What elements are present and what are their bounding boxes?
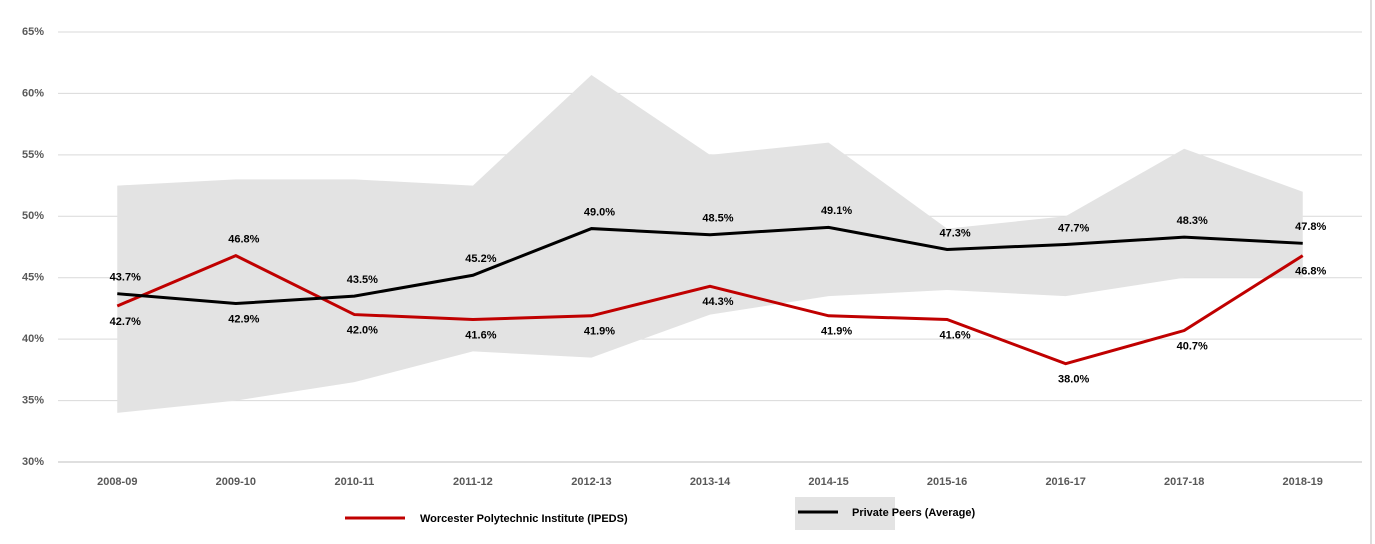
y-tick-label: 40% xyxy=(22,333,44,345)
data-label: 47.7% xyxy=(1058,222,1089,234)
data-label: 49.0% xyxy=(584,206,615,218)
y-tick-label: 55% xyxy=(22,149,44,161)
legend-label: Worcester Polytechnic Institute (IPEDS) xyxy=(420,513,628,525)
legend-label: Private Peers (Average) xyxy=(852,507,975,519)
x-tick-label: 2016-17 xyxy=(1045,476,1085,488)
y-tick-label: 30% xyxy=(22,456,44,468)
y-tick-label: 35% xyxy=(22,394,44,406)
x-tick-label: 2011-12 xyxy=(453,476,493,488)
data-label: 41.6% xyxy=(939,329,970,341)
x-tick-label: 2012-13 xyxy=(571,476,611,488)
range-band xyxy=(117,75,1303,413)
data-label: 46.8% xyxy=(228,234,259,246)
data-label: 38.0% xyxy=(1058,374,1089,386)
data-label: 47.3% xyxy=(939,227,970,239)
data-label: 47.8% xyxy=(1295,221,1326,233)
x-tick-label: 2009-10 xyxy=(216,476,256,488)
data-label: 46.8% xyxy=(1295,266,1326,278)
x-tick-label: 2018-19 xyxy=(1283,476,1323,488)
x-tick-label: 2010-11 xyxy=(334,476,374,488)
data-label: 42.0% xyxy=(347,324,378,336)
data-label: 41.6% xyxy=(465,329,496,341)
data-label: 41.9% xyxy=(584,326,615,338)
y-tick-label: 50% xyxy=(22,210,44,222)
y-tick-label: 60% xyxy=(22,87,44,99)
series-line xyxy=(116,253,1304,366)
data-label: 40.7% xyxy=(1177,340,1208,352)
data-label: 42.7% xyxy=(110,316,141,328)
data-label: 44.3% xyxy=(702,296,733,308)
data-label: 41.9% xyxy=(821,326,852,338)
data-label: 45.2% xyxy=(465,253,496,265)
y-tick-label: 45% xyxy=(22,272,44,284)
series-line xyxy=(117,225,1303,306)
y-tick-label: 65% xyxy=(22,26,44,38)
data-label: 49.1% xyxy=(821,205,852,217)
data-label: 48.5% xyxy=(702,213,733,225)
x-tick-label: 2017-18 xyxy=(1164,476,1204,488)
data-label: 43.5% xyxy=(347,274,378,286)
data-label: 48.3% xyxy=(1177,215,1208,227)
data-label: 42.9% xyxy=(228,313,259,325)
x-tick-label: 2008-09 xyxy=(97,476,137,488)
x-tick-label: 2013-14 xyxy=(690,476,731,488)
x-tick-label: 2014-15 xyxy=(808,476,848,488)
x-tick-label: 2015-16 xyxy=(927,476,967,488)
data-label: 43.7% xyxy=(110,272,141,284)
